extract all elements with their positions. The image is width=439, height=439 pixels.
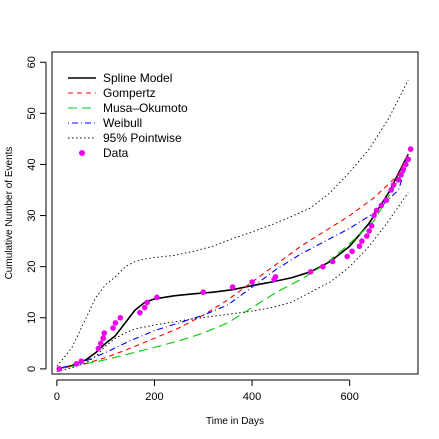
data-point <box>117 314 124 321</box>
data-point <box>112 320 119 326</box>
data-point <box>73 360 80 367</box>
data-point <box>320 263 326 270</box>
data-point <box>378 202 385 209</box>
data-point <box>200 289 207 296</box>
data-point <box>95 345 102 352</box>
data-point <box>229 284 236 290</box>
legend-label: Data <box>103 146 129 160</box>
data-point <box>137 309 143 316</box>
data-point <box>307 268 314 275</box>
data-point <box>366 228 373 234</box>
data-point <box>371 212 377 219</box>
data-point <box>407 146 414 152</box>
x-tick-label: 0 <box>54 391 60 403</box>
data-point <box>388 187 394 193</box>
y-tick-label: 60 <box>26 56 38 68</box>
legend: Spline ModelGompertzMusa–OkumotoWeibull9… <box>68 71 188 160</box>
series-line <box>56 153 409 370</box>
data-point <box>349 248 355 255</box>
x-axis: 0 200 400 600 <box>54 379 359 403</box>
y-tick-label: 50 <box>26 107 38 119</box>
y-axis-title: Cumulative Number of Events <box>4 147 15 280</box>
data-point <box>363 233 370 239</box>
data-point <box>400 166 407 173</box>
series-layer <box>56 79 414 372</box>
data-point <box>403 161 409 168</box>
legend-label: Spline Model <box>103 71 172 85</box>
series-line <box>56 156 409 370</box>
data-point <box>359 238 365 244</box>
data-point <box>395 176 402 183</box>
data-point <box>101 330 108 336</box>
data-point <box>383 197 390 204</box>
x-tick-label: 600 <box>341 391 359 403</box>
data-point <box>78 358 85 365</box>
y-axis: 0 10 20 30 40 50 60 <box>26 56 47 372</box>
data-point <box>405 156 412 163</box>
y-tick-label: 30 <box>26 209 38 221</box>
x-tick-label: 400 <box>243 391 261 403</box>
data-point <box>368 222 375 229</box>
data-point <box>98 340 104 347</box>
data-point <box>56 366 63 372</box>
data-point <box>154 294 160 301</box>
data-point <box>144 299 150 306</box>
y-tick-label: 10 <box>26 312 38 324</box>
data-point <box>329 258 336 265</box>
data-point <box>272 274 279 280</box>
x-axis-title: Time in Days <box>206 416 264 427</box>
legend-label: Musa–Okumoto <box>103 101 188 115</box>
y-tick-label: 20 <box>26 261 38 273</box>
data-point <box>110 325 116 331</box>
y-tick-label: 0 <box>26 366 38 372</box>
data-point <box>373 207 380 214</box>
data-point <box>344 253 351 260</box>
series-line <box>56 159 409 370</box>
series-line <box>56 192 409 372</box>
series-line <box>56 153 409 370</box>
legend-label: Gompertz <box>103 86 156 100</box>
y-tick-label: 40 <box>26 158 38 170</box>
legend-swatch <box>79 150 85 156</box>
data-point <box>356 243 363 250</box>
x-tick-label: 200 <box>145 391 163 403</box>
data-point <box>141 304 148 311</box>
legend-label: Weibull <box>103 116 142 130</box>
data-point <box>398 171 404 178</box>
data-point <box>249 279 255 285</box>
plot-frame <box>51 51 419 375</box>
legend-label: 95% Pointwise <box>103 131 182 145</box>
data-point <box>100 335 107 342</box>
series-line <box>56 79 409 367</box>
data-point <box>390 182 397 188</box>
